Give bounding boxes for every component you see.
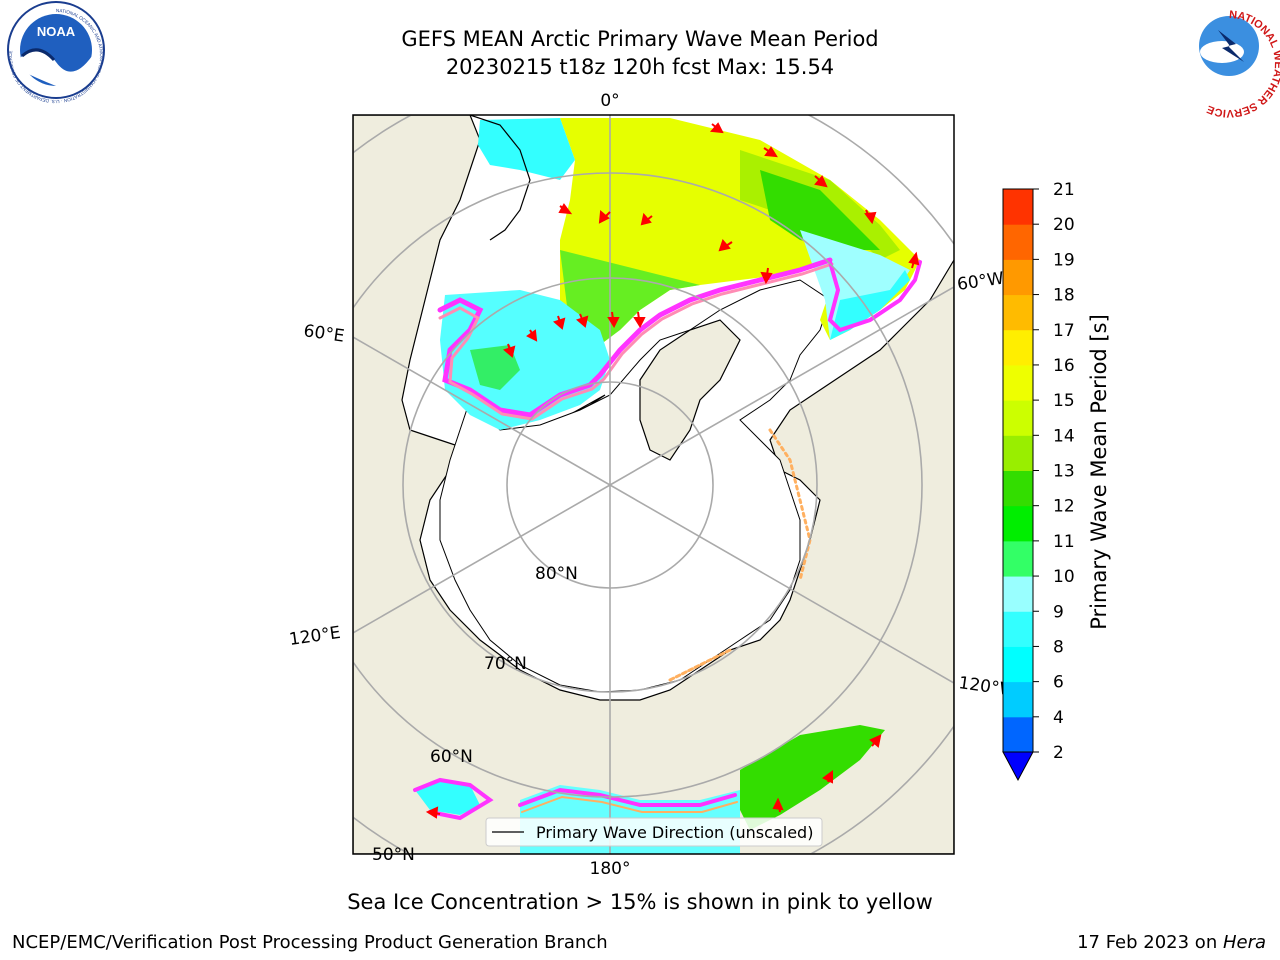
footer-date-text: 17 Feb 2023 on xyxy=(1077,932,1223,953)
colorbar-under-extension xyxy=(1002,751,1034,782)
arctic-ocean-basin xyxy=(439,279,831,693)
lon-label-60w: 60°W xyxy=(956,269,1005,295)
colorbar-segment xyxy=(1003,470,1033,507)
colorbar-segment xyxy=(1003,646,1033,683)
noaa-logo-text: NOAA xyxy=(37,24,76,39)
colorbar-tick-label: 13 xyxy=(1053,462,1075,482)
footer-date: 17 Feb 2023 on Hera xyxy=(1077,932,1266,953)
colorbar-segment xyxy=(1003,259,1033,296)
colorbar-tick-label: 4 xyxy=(1053,708,1064,728)
lat-label-70n: 70°N xyxy=(484,654,527,674)
colorbar-tick-label: 10 xyxy=(1053,567,1075,587)
colorbar-segment xyxy=(1003,364,1033,401)
colorbar-segment xyxy=(1003,435,1033,471)
legend-label: Primary Wave Direction (unscaled) xyxy=(536,823,813,842)
colorbar-segment xyxy=(1003,294,1033,331)
colorbar-tick-label: 21 xyxy=(1053,180,1075,200)
colorbar-segment xyxy=(1003,611,1033,647)
colorbar-tick-label: 9 xyxy=(1053,602,1064,622)
lon-label-60e: 60°E xyxy=(302,321,345,346)
colorbar-segment xyxy=(1003,400,1033,436)
colorbar-segment xyxy=(1003,681,1033,718)
colorbar-segment xyxy=(1003,505,1033,542)
colorbar-tick-label: 20 xyxy=(1053,215,1075,235)
nws-logo: NATIONAL WEATHER SERVICE xyxy=(1181,0,1280,119)
colorbar-tick-label: 11 xyxy=(1053,532,1075,552)
colorbar-tick-label: 8 xyxy=(1053,637,1064,657)
colorbar-tick-label: 17 xyxy=(1053,321,1075,341)
lon-label-180: 180° xyxy=(590,859,631,879)
wave-direction-arrows xyxy=(425,122,920,819)
colorbar-segment xyxy=(1003,540,1033,577)
colorbar-tick-label: 12 xyxy=(1053,497,1075,517)
map-plot-area: Primary Wave Direction (unscaled) xyxy=(353,115,954,854)
colorbar-label: Primary Wave Mean Period [s] xyxy=(1087,314,1111,630)
colorbar-tick-label: 6 xyxy=(1053,673,1064,693)
colorbar-label-box: Primary Wave Mean Period [s] xyxy=(1040,300,1160,645)
graticule xyxy=(353,115,954,854)
colorbar-tick-label: 14 xyxy=(1053,426,1075,446)
lon-label-0: 0° xyxy=(600,91,619,111)
colorbar-segment xyxy=(1003,224,1033,260)
lat-label-60n: 60°N xyxy=(430,747,473,767)
lon-label-120e: 120°E xyxy=(288,623,342,650)
footer-host: Hera xyxy=(1222,932,1266,953)
colorbar-tick-label: 16 xyxy=(1053,356,1075,376)
colorbar-segment xyxy=(1003,716,1033,753)
figure-caption: Sea Ice Concentration > 15% is shown in … xyxy=(347,890,933,914)
lat-label-50n: 50°N xyxy=(372,845,415,865)
map-legend: Primary Wave Direction (unscaled) xyxy=(485,817,823,847)
colorbar-segment xyxy=(1003,329,1033,366)
colorbar: 2 4 6 8 9 10 11 12 13 14 15 16 17 18 19 20 21 xyxy=(1002,180,1075,782)
greenland-land xyxy=(639,319,741,461)
colorbar-tick-label: 19 xyxy=(1053,250,1075,270)
chart-title: GEFS MEAN Arctic Primary Wave Mean Perio… xyxy=(401,27,879,51)
colorbar-tick-label: 18 xyxy=(1053,286,1075,306)
chart-subtitle: 20230215 t18z 120h fcst Max: 15.54 xyxy=(445,55,835,79)
map-frame xyxy=(352,114,955,855)
colorbar-tick-label: 15 xyxy=(1053,391,1075,411)
scandinavia-coast xyxy=(469,115,531,241)
noaa-logo: NOAA NATIONAL OCEANIC AND ATMOSPHERIC AD… xyxy=(7,1,105,104)
sea-ice-edge xyxy=(413,257,922,821)
colorbar-segment xyxy=(1003,189,1033,225)
colorbar-tick-label: 2 xyxy=(1053,743,1064,763)
lat-label-80n: 80°N xyxy=(535,564,578,584)
footer-credit: NCEP/EMC/Verification Post Processing Pr… xyxy=(12,932,608,953)
wave-period-field-atlantic xyxy=(440,118,920,430)
colorbar-segment xyxy=(1003,576,1033,612)
